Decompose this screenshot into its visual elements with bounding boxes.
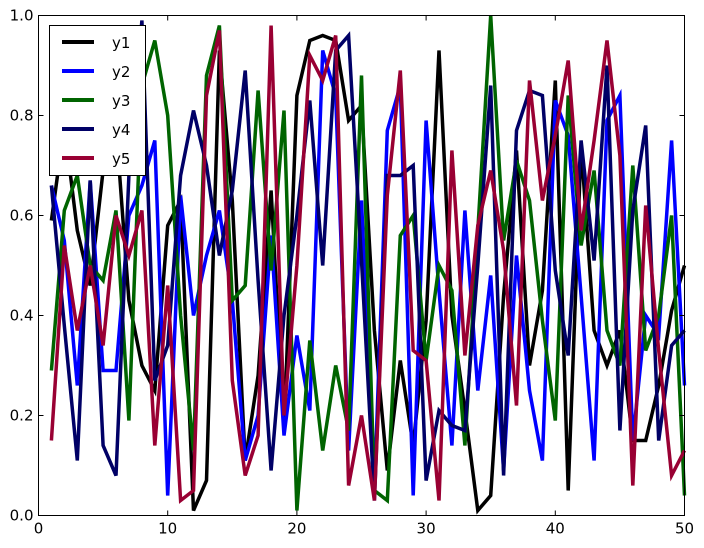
x-tick-label: 40 bbox=[546, 520, 565, 538]
legend-label: y5 bbox=[112, 150, 130, 168]
x-tick-label: 0 bbox=[34, 520, 44, 538]
series-line-y2 bbox=[49, 50, 687, 496]
y-tick-label: 1.0 bbox=[10, 7, 34, 25]
series-lines bbox=[49, 15, 687, 515]
series-line-y4 bbox=[49, 20, 686, 501]
series-line-y5 bbox=[49, 25, 687, 504]
x-tick-label: 50 bbox=[675, 520, 694, 538]
x-tick-label: 30 bbox=[417, 520, 436, 538]
y-tick-label: 0.6 bbox=[10, 207, 34, 225]
x-tick-label: 20 bbox=[287, 520, 306, 538]
axis-ticks bbox=[38, 15, 685, 516]
y-tick-label: 0.8 bbox=[10, 107, 34, 125]
legend-label: y2 bbox=[112, 63, 130, 81]
y-tick-label: 0.4 bbox=[10, 307, 34, 325]
y-tick-label: 0.2 bbox=[10, 407, 34, 425]
legend-label: y1 bbox=[112, 34, 130, 52]
legend-label: y3 bbox=[112, 92, 130, 110]
legend-label: y4 bbox=[112, 121, 130, 139]
y-tick-label: 0.0 bbox=[10, 507, 34, 525]
x-tick-labels: 0 10 20 30 40 50 bbox=[34, 520, 694, 538]
y-tick-labels: 0.0 0.2 0.4 0.6 0.8 1.0 bbox=[10, 7, 34, 525]
legend: y1 y2 y3 y4 y5 bbox=[49, 25, 146, 176]
plot-frame bbox=[38, 15, 685, 516]
x-tick-label: 10 bbox=[158, 520, 177, 538]
